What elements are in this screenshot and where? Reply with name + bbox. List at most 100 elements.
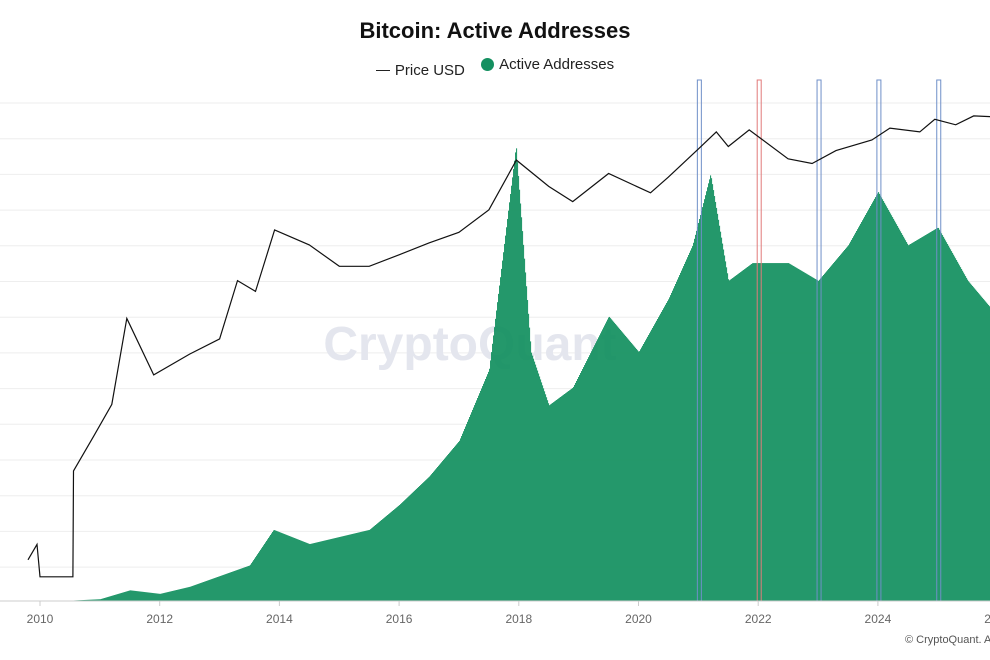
active-addresses-bar <box>335 537 337 601</box>
chart-title: Bitcoin: Active Addresses <box>359 18 631 43</box>
legend-item-price[interactable]: Price USD <box>375 62 465 79</box>
active-addresses-bar <box>573 386 575 601</box>
active-addresses-bar <box>504 243 506 601</box>
active-addresses-bar <box>758 263 760 601</box>
active-addresses-bar <box>198 583 200 601</box>
active-addresses-bar <box>258 552 260 601</box>
active-addresses-bar <box>523 244 525 601</box>
active-addresses-bar <box>103 598 105 601</box>
active-addresses-bar <box>861 222 863 601</box>
active-addresses-bar <box>90 599 92 601</box>
active-addresses-bar <box>954 256 956 601</box>
active-addresses-bar <box>315 542 317 601</box>
active-addresses-bar <box>393 510 395 601</box>
active-addresses-bar <box>381 520 383 601</box>
active-addresses-bar <box>623 333 625 601</box>
active-addresses-bar <box>618 327 620 601</box>
active-addresses-bar <box>292 537 294 601</box>
active-addresses-bar <box>203 582 205 601</box>
active-addresses-bar <box>363 531 365 601</box>
active-addresses-bar <box>304 541 306 601</box>
active-addresses-bar <box>700 215 702 601</box>
active-addresses-bar <box>159 593 161 601</box>
active-addresses-bar <box>100 599 102 601</box>
active-addresses-bar <box>622 332 624 601</box>
active-addresses-bar <box>164 592 166 601</box>
active-addresses-bar <box>521 217 523 601</box>
active-addresses-bar <box>186 587 188 601</box>
active-addresses-bar <box>486 376 488 601</box>
active-addresses-bar <box>263 545 265 601</box>
active-addresses-bar <box>739 272 741 601</box>
active-addresses-bar <box>608 317 610 601</box>
active-addresses-bar <box>368 530 370 601</box>
active-addresses-bar <box>264 543 266 601</box>
active-addresses-bar <box>698 222 700 601</box>
active-addresses-bar <box>845 248 847 601</box>
active-addresses-bar <box>777 263 779 601</box>
active-addresses-bar <box>798 268 800 601</box>
active-addresses-bar <box>274 530 276 601</box>
active-addresses-bar <box>125 591 127 601</box>
active-addresses-bar <box>782 263 784 601</box>
active-addresses-bar <box>357 532 359 601</box>
active-addresses-bar <box>378 522 380 601</box>
active-addresses-bar <box>860 223 862 601</box>
active-addresses-bar <box>113 595 115 601</box>
active-addresses-bar <box>349 534 351 601</box>
active-addresses-bar <box>786 263 788 601</box>
active-addresses-bar <box>413 491 415 601</box>
active-addresses-bar <box>356 532 358 601</box>
active-addresses-bar <box>690 250 692 601</box>
active-addresses-bar <box>92 599 94 601</box>
x-tick-label: 2012 <box>146 612 173 626</box>
active-addresses-bar <box>853 236 855 601</box>
legend-item-active-addresses[interactable]: Active Addresses <box>481 56 614 73</box>
active-addresses-bar <box>471 412 473 601</box>
active-addresses-bar <box>849 243 851 601</box>
active-addresses-bar <box>829 267 831 601</box>
active-addresses-bar <box>444 458 446 601</box>
active-addresses-bar <box>494 327 496 601</box>
active-addresses-bar <box>463 431 465 601</box>
active-addresses-bar <box>324 540 326 601</box>
active-addresses-bar <box>592 349 594 601</box>
active-addresses-bar <box>965 276 967 601</box>
active-addresses-bar <box>677 279 679 601</box>
active-addresses-bar <box>436 468 438 601</box>
active-addresses-bar <box>779 263 781 601</box>
active-addresses-bar <box>243 567 245 601</box>
active-addresses-bar <box>402 502 404 601</box>
active-addresses-bar <box>807 274 809 601</box>
active-addresses-bar <box>702 207 704 602</box>
active-addresses-bar <box>716 207 718 601</box>
active-addresses-bar <box>206 580 208 601</box>
active-addresses-bar <box>913 242 915 601</box>
active-addresses-bar <box>142 591 144 601</box>
active-addresses-bar <box>976 290 978 601</box>
active-addresses-bar <box>985 301 987 601</box>
active-addresses-bar <box>937 227 939 602</box>
active-addresses-bar <box>768 263 770 601</box>
active-addresses-bar <box>864 216 866 601</box>
active-addresses-bar <box>585 363 587 601</box>
active-addresses-bar <box>302 541 304 601</box>
active-addresses-bar <box>332 538 334 601</box>
active-addresses-bar <box>672 290 674 601</box>
active-addresses-bar <box>808 274 810 601</box>
active-addresses-bar <box>956 260 958 601</box>
active-addresses-bar <box>767 263 769 601</box>
active-addresses-bar <box>560 396 562 601</box>
active-addresses-bar <box>870 206 872 601</box>
active-addresses-bar <box>513 169 515 601</box>
active-addresses-bar <box>431 474 433 601</box>
active-addresses-bar <box>951 251 953 602</box>
active-addresses-bar <box>887 208 889 602</box>
active-addresses-bar <box>481 388 483 601</box>
active-addresses-bar <box>751 263 753 601</box>
active-addresses-bar <box>534 361 536 601</box>
active-addresses-bar <box>350 534 352 601</box>
active-addresses-bar <box>309 543 311 601</box>
active-addresses-bar <box>242 568 244 601</box>
active-addresses-bar <box>239 569 241 601</box>
